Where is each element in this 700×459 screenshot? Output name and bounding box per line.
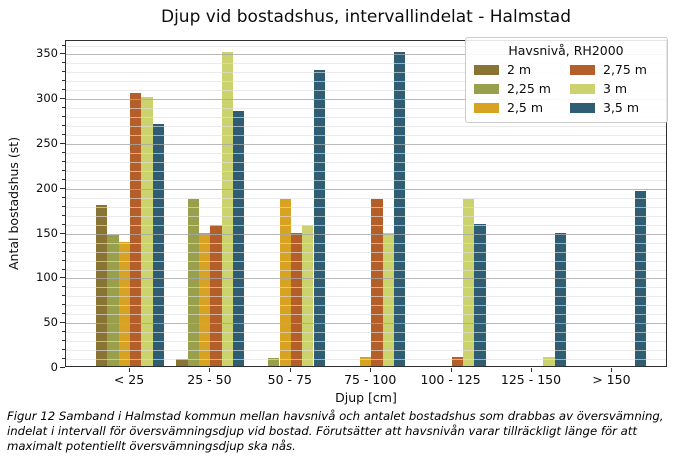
bar <box>176 358 188 366</box>
bar <box>221 51 234 366</box>
legend-swatch <box>474 64 499 75</box>
x-tick-label: 100 - 125 <box>420 372 481 387</box>
legend-item-label: 3 m <box>603 81 628 96</box>
legend: Havsnivå, RH2000 2 m 2,25 m 2,5 m 2,75 m 3 m… <box>465 37 668 123</box>
bar <box>393 52 406 366</box>
x-tick-label: 50 - 75 <box>267 372 312 387</box>
bar <box>371 199 383 366</box>
bar <box>302 225 314 366</box>
legend-item: 2 m <box>474 62 562 77</box>
x-tick-labels: < 25 25 - 50 50 - 75 75 - 100 100 - 125 125 -… <box>65 372 667 390</box>
y-tick-label: 0 <box>50 360 58 374</box>
bar <box>474 224 486 366</box>
x-tick-label: 125 - 150 <box>500 372 562 387</box>
legend-swatch <box>474 83 499 94</box>
legend-item-label: 2,75 m <box>603 62 647 77</box>
legend-item: 2,5 m <box>474 100 562 115</box>
legend-item: 2,25 m <box>474 81 562 96</box>
x-tick-label: > 150 <box>592 372 631 387</box>
bar <box>107 235 119 366</box>
legend-item-label: 2,5 m <box>507 100 544 115</box>
bar <box>290 233 303 366</box>
legend-item-label: 2,25 m <box>507 81 551 96</box>
bar <box>187 199 200 366</box>
y-tick-label: 150 <box>36 225 58 240</box>
legend-swatch <box>570 102 595 113</box>
y-tick-labels: 0 50 100 150 200 250 300 350 <box>0 40 58 374</box>
legend-title: Havsnivå, RH2000 <box>508 43 624 58</box>
y-tick-major <box>60 367 65 368</box>
bar <box>141 97 153 366</box>
y-tick-label: 250 <box>36 136 58 150</box>
legend-grid: 2 m 2,25 m 2,5 m 2,75 m 3 m 3,5 m <box>474 62 658 115</box>
chart-title: Djup vid bostadshus, intervallindelat - … <box>160 7 571 27</box>
bar <box>130 92 142 366</box>
x-tick-label: 25 - 50 <box>187 372 232 387</box>
legend-item: 2,75 m <box>570 62 658 77</box>
figure-caption: Figur 12 Samband i Halmstad kommun mella… <box>7 409 664 454</box>
bar <box>554 233 566 366</box>
bar <box>152 124 165 366</box>
bar <box>382 233 394 366</box>
y-tick-label: 100 <box>36 270 58 285</box>
legend-swatch <box>570 83 595 94</box>
legend-swatch <box>570 64 595 75</box>
bar <box>210 225 222 366</box>
bar <box>635 191 647 366</box>
bar <box>462 199 475 366</box>
bar <box>359 357 372 366</box>
bar <box>543 357 555 366</box>
bar <box>233 110 245 366</box>
y-tick-label: 300 <box>36 91 58 106</box>
x-tick-label: < 25 <box>113 372 145 387</box>
bar <box>279 199 291 366</box>
legend-item: 3 m <box>570 81 658 96</box>
x-tick-label: 75 - 100 <box>344 372 397 387</box>
legend-item-label: 3,5 m <box>603 100 640 115</box>
bar <box>268 357 280 366</box>
bar <box>199 233 211 366</box>
bar <box>96 204 108 366</box>
legend-item: 3,5 m <box>570 100 658 115</box>
y-tick-label: 350 <box>36 46 58 61</box>
legend-item-label: 2 m <box>507 62 532 77</box>
x-axis-label: Djup [cm] <box>335 390 397 405</box>
y-tick-label: 50 <box>43 315 58 330</box>
y-tick-label: 200 <box>36 180 58 195</box>
bar <box>451 357 463 366</box>
bar <box>313 70 325 366</box>
legend-swatch <box>474 102 499 113</box>
bar <box>118 241 131 366</box>
